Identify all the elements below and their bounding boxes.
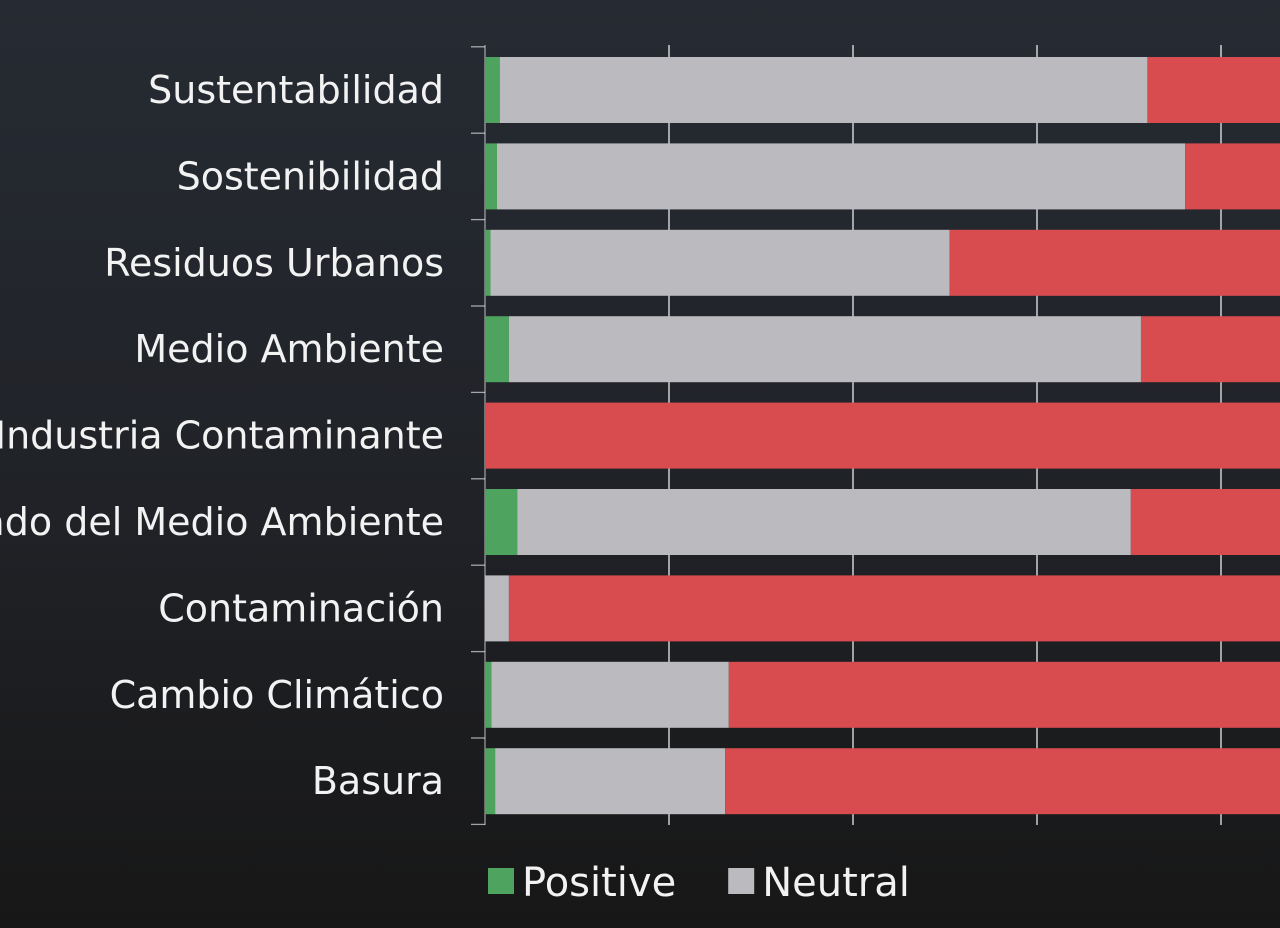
bar-series-2-6 bbox=[508, 575, 1280, 642]
category-label-0: Sustentabilidad bbox=[148, 68, 444, 112]
bar-neutral-5 bbox=[517, 489, 1131, 555]
bar-series-2-8 bbox=[725, 748, 1280, 815]
bar-neutral-2 bbox=[490, 229, 950, 296]
bar-positive-1 bbox=[485, 143, 497, 210]
category-label-5: Cuidado del Medio Ambiente bbox=[0, 500, 444, 544]
bar-neutral-8 bbox=[495, 748, 726, 815]
category-labels: Sustentabilidad Sostenibilidad Residuos Ur… bbox=[0, 68, 444, 803]
tick-marks bbox=[471, 46, 485, 826]
legend-swatch-positive bbox=[488, 868, 514, 894]
bar-neutral-1 bbox=[496, 143, 1186, 210]
category-label-6: Contaminación bbox=[158, 586, 444, 630]
bar-series-2-1 bbox=[1185, 143, 1280, 210]
bar-series-2-3 bbox=[1140, 316, 1280, 383]
bar-positive-5 bbox=[485, 489, 518, 555]
category-label-8: Basura bbox=[312, 759, 444, 803]
bar-series-2-7 bbox=[728, 661, 1280, 728]
category-label-4: Industria Contaminante bbox=[0, 414, 444, 458]
bar-positive-3 bbox=[485, 316, 509, 383]
bar-series-2-5 bbox=[1130, 489, 1280, 555]
category-label-7: Cambio Climático bbox=[110, 673, 444, 717]
bar-positive-8 bbox=[485, 748, 496, 815]
category-label-2: Residuos Urbanos bbox=[104, 241, 444, 285]
bar-neutral-7 bbox=[491, 661, 729, 728]
bar-neutral-3 bbox=[508, 316, 1141, 383]
bar-neutral-0 bbox=[499, 57, 1148, 123]
bar-positive-7 bbox=[485, 661, 492, 728]
bar-neutral-6 bbox=[485, 575, 509, 642]
bars bbox=[485, 57, 1280, 815]
bar-series-2-2 bbox=[949, 229, 1280, 296]
legend-swatch-neutral bbox=[728, 868, 755, 894]
bar-positive-2 bbox=[485, 229, 491, 296]
legend-label-neutral: Neutral bbox=[762, 860, 910, 906]
bar-positive-0 bbox=[485, 57, 500, 123]
category-label-3: Medio Ambiente bbox=[134, 327, 444, 371]
category-label-1: Sostenibilidad bbox=[177, 154, 444, 198]
bar-series-2-0 bbox=[1147, 57, 1280, 123]
bar-series-2-4 bbox=[485, 402, 1280, 469]
legend-label-positive: Positive bbox=[522, 860, 676, 906]
legend: Positive Neutral bbox=[488, 860, 910, 906]
